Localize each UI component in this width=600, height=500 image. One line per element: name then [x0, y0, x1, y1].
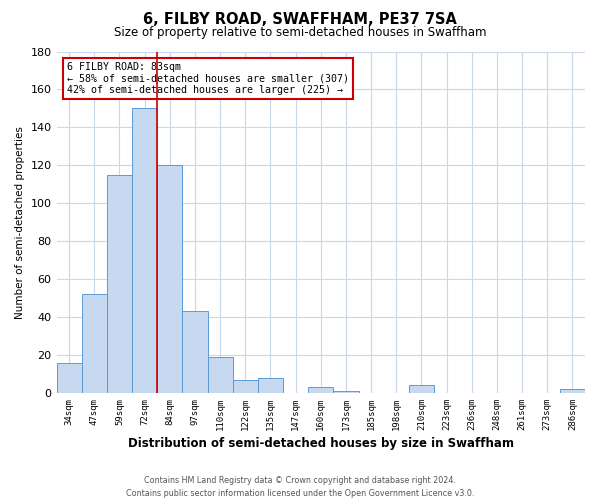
Bar [107, 175, 132, 393]
Text: 6 FILBY ROAD: 83sqm
← 58% of semi-detached houses are smaller (307)
42% of semi-: 6 FILBY ROAD: 83sqm ← 58% of semi-detach… [67, 62, 349, 95]
Bar [132, 108, 157, 393]
Bar [182, 312, 208, 393]
Y-axis label: Number of semi-detached properties: Number of semi-detached properties [15, 126, 25, 318]
Bar [258, 378, 283, 393]
Bar [233, 380, 258, 393]
Bar [334, 391, 359, 393]
Text: 6, FILBY ROAD, SWAFFHAM, PE37 7SA: 6, FILBY ROAD, SWAFFHAM, PE37 7SA [143, 12, 457, 28]
X-axis label: Distribution of semi-detached houses by size in Swaffham: Distribution of semi-detached houses by … [128, 437, 514, 450]
Bar [208, 357, 233, 393]
Bar [308, 388, 334, 393]
Text: Size of property relative to semi-detached houses in Swaffham: Size of property relative to semi-detach… [114, 26, 486, 39]
Bar [56, 362, 82, 393]
Bar [409, 386, 434, 393]
Bar [82, 294, 107, 393]
Text: Contains HM Land Registry data © Crown copyright and database right 2024.
Contai: Contains HM Land Registry data © Crown c… [126, 476, 474, 498]
Bar [157, 166, 182, 393]
Bar [560, 389, 585, 393]
